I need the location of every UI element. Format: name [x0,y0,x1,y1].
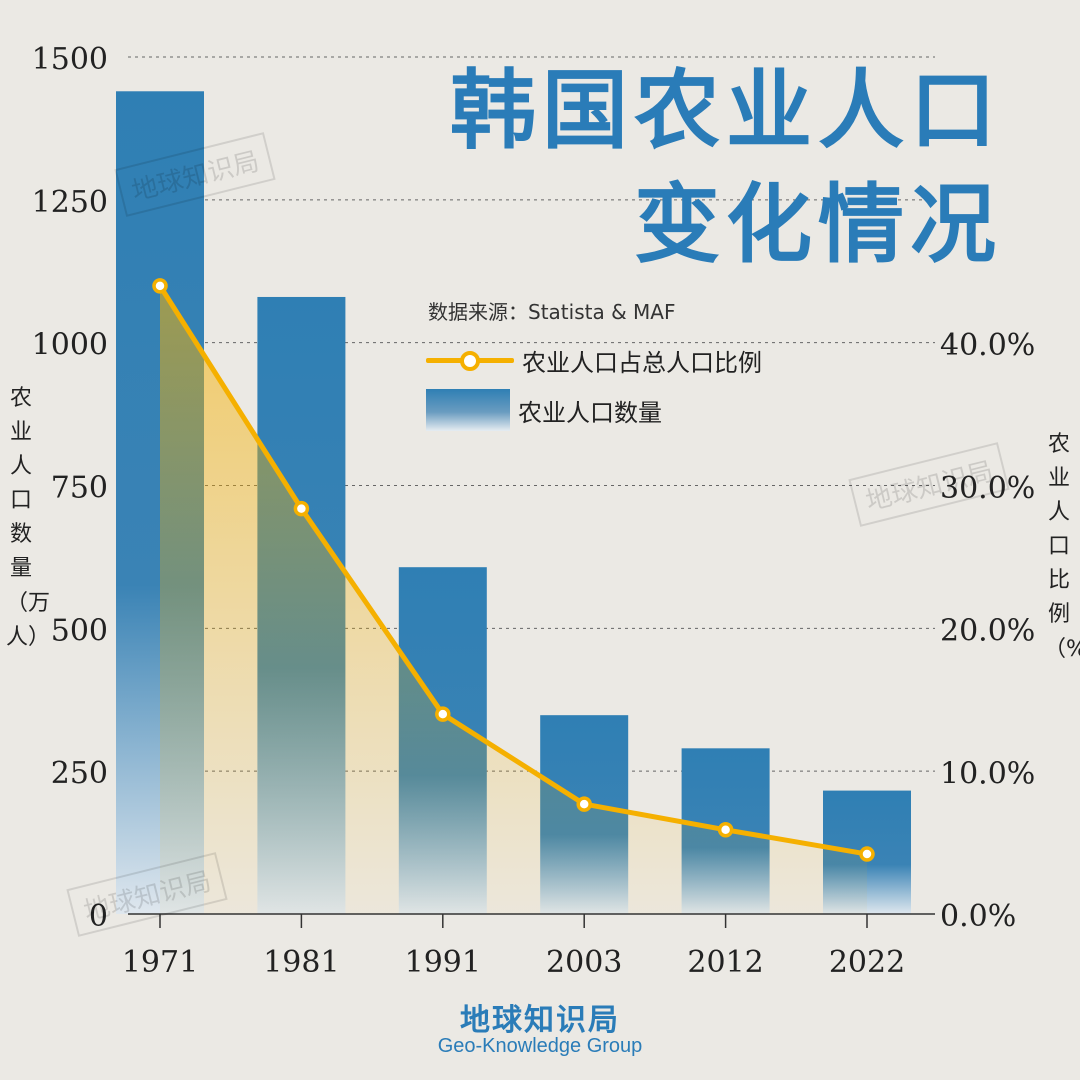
x-tick-label: 1991 [405,945,481,980]
right-tick-label: 40.0% [940,328,1035,363]
legend-item-line: 农业人口占总人口比例 [426,340,762,380]
right-tick-label: 30.0% [940,471,1035,506]
chart-title-line1: 韩国农业人口 [450,60,1002,161]
left-tick-label: 1250 [32,185,108,220]
legend-line-swatch-icon [426,345,514,375]
x-tick-label: 2022 [829,945,905,980]
x-tick-label: 1971 [122,945,198,980]
data-point [859,846,875,862]
data-point [576,796,592,812]
left-tick-label: 1500 [32,42,108,77]
legend-bar-label: 农业人口数量 [518,398,662,427]
data-point [152,278,168,294]
legend-line-label: 农业人口占总人口比例 [522,348,762,377]
left-tick-label: 1000 [32,328,108,363]
left-tick-label: 750 [51,471,108,506]
right-tick-label: 10.0% [940,756,1035,791]
x-tick-label: 2003 [546,945,622,980]
legend-item-bar: 农业人口数量 [426,389,662,431]
right-tick-label: 0.0% [940,899,1016,934]
legend-bar-swatch-icon [426,389,510,431]
data-point [435,706,451,722]
right-tick-label: 20.0% [940,614,1035,649]
chart-title-line2: 变化情况 [634,174,1002,275]
series-line [157,284,868,857]
data-point [717,822,734,838]
right-axis-label: 农业人口比例（%） [1044,432,1080,662]
left-axis-label: 农业人口数量（万人） [6,386,51,650]
data-point [293,500,310,517]
data-source: 数据来源：Statista & MAF [428,300,676,324]
left-tick-label: 0 [89,899,108,934]
line-area [160,285,867,914]
x-tick-label: 1981 [263,945,339,980]
brand-name-en: Geo-Knowledge Group [437,1035,643,1057]
left-tick-label: 250 [51,756,108,791]
brand-name: 地球知识局 [460,1003,620,1038]
x-tick-label: 2012 [687,945,763,980]
left-tick-label: 500 [51,613,108,648]
